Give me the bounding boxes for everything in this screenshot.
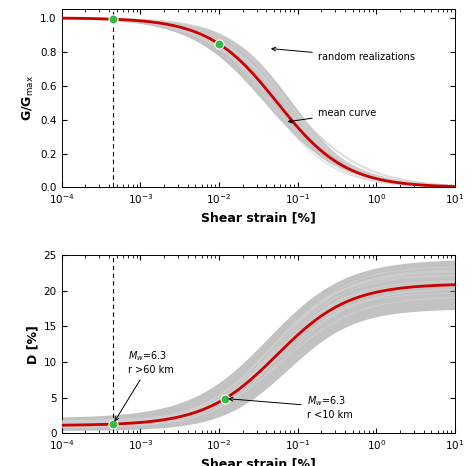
Y-axis label: G/G$_\mathrm{max}$: G/G$_\mathrm{max}$ — [21, 75, 36, 122]
Text: random realizations: random realizations — [272, 47, 415, 62]
X-axis label: Shear strain [%]: Shear strain [%] — [201, 212, 316, 225]
Text: $M_w$=6.3
r <10 km: $M_w$=6.3 r <10 km — [229, 394, 352, 420]
X-axis label: Shear strain [%]: Shear strain [%] — [201, 458, 316, 466]
Y-axis label: D [%]: D [%] — [27, 325, 39, 364]
Text: mean curve: mean curve — [288, 108, 376, 123]
Text: $M_w$=6.3
r >60 km: $M_w$=6.3 r >60 km — [115, 350, 174, 421]
